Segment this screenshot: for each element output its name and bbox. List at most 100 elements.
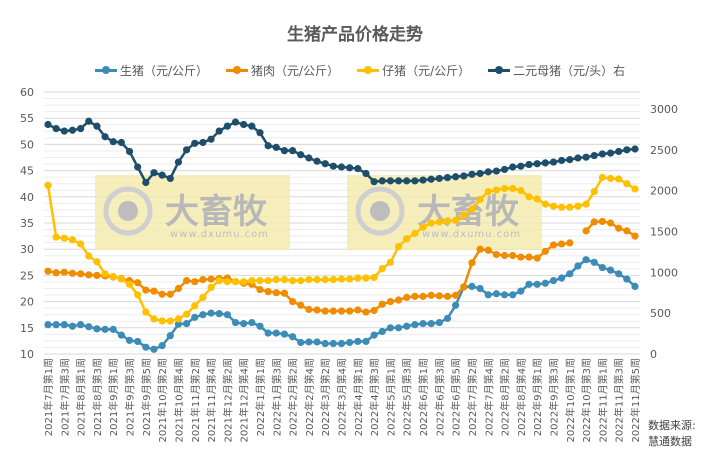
data-point[interactable] [329,339,337,348]
data-point[interactable] [321,160,329,168]
data-point[interactable] [386,258,395,266]
data-point[interactable] [615,224,623,232]
data-point[interactable] [191,313,199,321]
data-point[interactable] [117,138,125,147]
data-point[interactable] [590,218,598,226]
data-point[interactable] [117,275,125,283]
data-point[interactable] [158,317,166,325]
data-point[interactable] [93,122,101,130]
data-point[interactable] [476,284,484,293]
data-point[interactable] [264,329,272,337]
data-point[interactable] [631,282,639,291]
data-point[interactable] [427,291,435,299]
data-point[interactable] [93,258,101,266]
data-point[interactable] [558,240,566,248]
data-point[interactable] [443,217,452,225]
data-point[interactable] [452,301,460,309]
data-point[interactable] [606,174,615,183]
data-point[interactable] [272,275,280,284]
data-point[interactable] [117,331,125,339]
data-point[interactable] [411,321,419,329]
data-point[interactable] [240,278,248,286]
data-point[interactable] [468,259,476,267]
data-point[interactable] [231,118,240,126]
data-point[interactable] [386,298,395,306]
data-point[interactable] [280,330,289,338]
data-point[interactable] [533,160,541,168]
data-point[interactable] [509,163,517,171]
data-point[interactable] [215,277,223,285]
data-point[interactable] [370,178,378,186]
data-point[interactable] [337,163,346,171]
data-point[interactable] [558,274,566,282]
data-point[interactable] [109,325,117,333]
data-point[interactable] [272,143,280,151]
data-point[interactable] [558,203,566,211]
data-point[interactable] [207,275,215,283]
data-point[interactable] [280,289,289,297]
data-point[interactable] [134,163,142,171]
data-point[interactable] [199,275,207,284]
data-point[interactable] [484,187,492,196]
data-point[interactable] [77,321,85,329]
data-point[interactable] [549,202,558,210]
data-point[interactable] [272,329,280,337]
data-point[interactable] [231,318,240,327]
data-point[interactable] [77,270,85,278]
data-point[interactable] [166,332,174,340]
data-point[interactable] [288,333,297,341]
data-point[interactable] [598,173,606,182]
data-point[interactable] [231,278,240,286]
data-point[interactable] [150,315,158,323]
data-point[interactable] [435,292,443,300]
data-point[interactable] [109,138,117,146]
data-point[interactable] [460,211,468,219]
data-point[interactable] [476,195,484,204]
data-point[interactable] [362,308,370,316]
data-point[interactable] [305,338,313,346]
data-point[interactable] [566,203,574,211]
data-point[interactable] [288,147,297,155]
data-point[interactable] [500,291,509,299]
data-point[interactable] [541,247,549,255]
data-point[interactable] [427,320,435,328]
data-point[interactable] [101,133,109,141]
data-point[interactable] [509,291,517,299]
data-point[interactable] [52,233,60,241]
data-point[interactable] [525,253,533,261]
data-point[interactable] [435,174,443,183]
data-point[interactable] [525,160,533,169]
data-point[interactable] [549,241,558,249]
data-point[interactable] [199,293,207,302]
data-point[interactable] [256,277,264,285]
data-point[interactable] [606,149,615,157]
data-point[interactable] [182,277,191,285]
data-point[interactable] [297,277,305,285]
data-point[interactable] [305,305,313,314]
data-point[interactable] [158,290,166,298]
data-point[interactable] [142,178,150,187]
data-point[interactable] [362,169,370,178]
data-point[interactable] [223,122,231,130]
data-point[interactable] [85,252,93,260]
data-point[interactable] [199,311,207,319]
data-point[interactable] [240,320,248,328]
data-point[interactable] [411,292,419,300]
data-point[interactable] [44,181,52,189]
data-point[interactable] [60,234,68,242]
data-point[interactable] [517,162,525,170]
data-point[interactable] [435,218,443,226]
data-point[interactable] [199,138,207,147]
data-point[interactable] [598,217,606,226]
data-point[interactable] [44,321,52,329]
data-point[interactable] [142,286,150,294]
data-point[interactable] [166,290,174,298]
data-point[interactable] [207,283,215,292]
legend-item-piglet[interactable]: 仔猪（元/公斤） [357,62,470,79]
data-point[interactable] [606,219,615,227]
data-point[interactable] [492,167,501,175]
data-point[interactable] [150,169,158,177]
data-point[interactable] [484,168,492,176]
data-point[interactable] [77,240,85,248]
data-point[interactable] [150,287,158,295]
